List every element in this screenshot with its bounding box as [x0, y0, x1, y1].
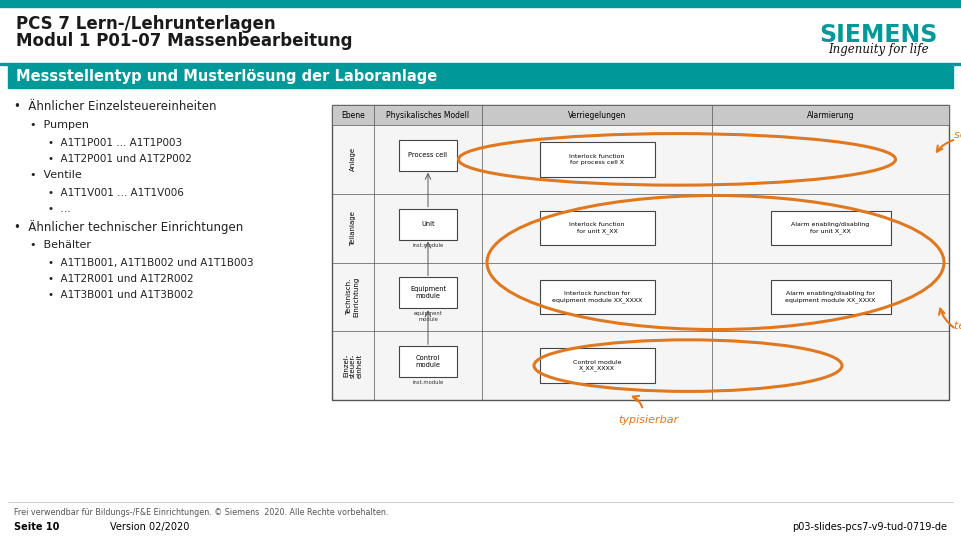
Text: inst.module: inst.module	[412, 242, 444, 248]
Text: Ingenuity for life: Ingenuity for life	[827, 44, 928, 57]
Text: p03-slides-pcs7-v9-tud-0719-de: p03-slides-pcs7-v9-tud-0719-de	[792, 522, 947, 532]
Text: teilweise kopierbar: teilweise kopierbar	[954, 321, 961, 331]
Text: Verriegelungen: Verriegelungen	[568, 111, 627, 119]
Text: PCS 7 Lern-/Lehrunterlagen: PCS 7 Lern-/Lehrunterlagen	[16, 15, 276, 33]
Text: •  Ähnlicher Einzelsteuereinheiten: • Ähnlicher Einzelsteuereinheiten	[14, 100, 216, 113]
FancyBboxPatch shape	[539, 348, 654, 383]
Text: Anlage: Anlage	[350, 147, 356, 171]
FancyBboxPatch shape	[399, 278, 457, 308]
Text: •  A1T3B001 und A1T3B002: • A1T3B001 und A1T3B002	[48, 290, 193, 300]
Bar	[8, 65, 953, 88]
Text: Alarm enabling/disabling for
equipment module XX_XXXX: Alarm enabling/disabling for equipment m…	[785, 291, 875, 302]
Text: Einzel-
steuer-
einheit: Einzel- steuer- einheit	[343, 354, 363, 378]
Text: •  A1T2R001 und A1T2R002: • A1T2R001 und A1T2R002	[48, 274, 193, 284]
Text: Frei verwendbar für Bildungs-/F&E Einrichtungen. © Siemens  2020. Alle Rechte vo: Frei verwendbar für Bildungs-/F&E Einric…	[14, 508, 388, 517]
Text: Equipment
module: Equipment module	[410, 286, 446, 299]
Text: •  Ähnlicher technischer Einrichtungen: • Ähnlicher technischer Einrichtungen	[14, 220, 243, 234]
FancyBboxPatch shape	[771, 280, 891, 314]
FancyBboxPatch shape	[539, 211, 654, 245]
Bar	[332, 105, 949, 400]
Text: •  Behälter: • Behälter	[30, 240, 91, 250]
FancyBboxPatch shape	[399, 208, 457, 240]
Text: sehr individuell: sehr individuell	[954, 130, 961, 140]
Text: •  Pumpen: • Pumpen	[30, 120, 89, 130]
Text: Interlock function for
equipment module XX_XXXX: Interlock function for equipment module …	[552, 291, 642, 302]
Text: Seite 10: Seite 10	[14, 522, 60, 532]
Text: equipment
module: equipment module	[413, 312, 442, 322]
Text: Ebene: Ebene	[341, 111, 365, 119]
Text: Interlock function
for unit X_XX: Interlock function for unit X_XX	[569, 222, 625, 234]
FancyBboxPatch shape	[539, 142, 654, 177]
Bar	[0, 0, 961, 7]
FancyBboxPatch shape	[399, 346, 457, 377]
Text: •  A1T1B001, A1T1B002 und A1T1B003: • A1T1B001, A1T1B002 und A1T1B003	[48, 258, 254, 268]
FancyBboxPatch shape	[399, 140, 457, 171]
Text: Interlock function
for process cell X: Interlock function for process cell X	[569, 154, 625, 165]
Text: Physikalisches Modell: Physikalisches Modell	[386, 111, 470, 119]
Text: •  ...: • ...	[48, 204, 70, 214]
Text: Teilanlage: Teilanlage	[350, 211, 356, 246]
Text: Modul 1 P01-07 Massenbearbeitung: Modul 1 P01-07 Massenbearbeitung	[16, 32, 353, 50]
FancyBboxPatch shape	[771, 211, 891, 245]
Text: Control
module: Control module	[415, 355, 440, 368]
Text: •  A1T2P001 und A1T2P002: • A1T2P001 und A1T2P002	[48, 154, 192, 164]
Text: inst.module: inst.module	[412, 380, 444, 385]
FancyBboxPatch shape	[539, 280, 654, 314]
Text: typisierbar: typisierbar	[618, 415, 678, 425]
Text: Version 02/2020: Version 02/2020	[110, 522, 189, 532]
Text: Control module
X_XX_XXXX: Control module X_XX_XXXX	[573, 360, 621, 372]
Bar	[0, 63, 961, 65]
Text: •  A1T1P001 ... A1T1P003: • A1T1P001 ... A1T1P003	[48, 138, 183, 148]
Text: •  Ventile: • Ventile	[30, 170, 82, 180]
Text: Alarmierung: Alarmierung	[806, 111, 854, 119]
Text: Unit: Unit	[421, 221, 434, 227]
Bar	[332, 105, 949, 125]
Text: Technisch.
Einrichtung: Technisch. Einrichtung	[347, 276, 359, 317]
Text: Alarm enabling/disabling
for unit X_XX: Alarm enabling/disabling for unit X_XX	[791, 222, 870, 234]
Text: •  A1T1V001 ... A1T1V006: • A1T1V001 ... A1T1V006	[48, 188, 184, 198]
Text: SIEMENS: SIEMENS	[819, 23, 937, 47]
Text: Messstellentyp und Musterlösung der Laboranlage: Messstellentyp und Musterlösung der Labo…	[16, 69, 437, 84]
Text: Process cell: Process cell	[408, 152, 448, 158]
